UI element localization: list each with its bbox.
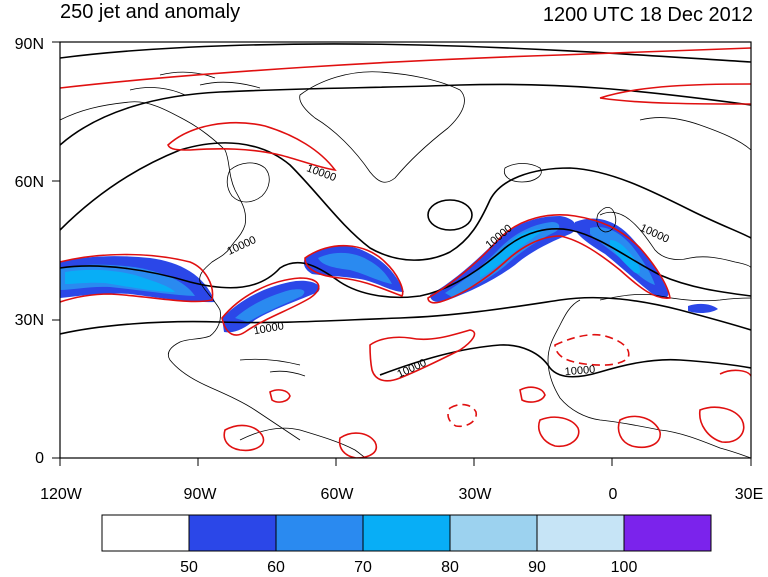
contour-label-florida: 10000	[253, 320, 285, 337]
axis-ticks	[52, 41, 752, 466]
lat-label-90n: 90N	[14, 36, 44, 53]
anomaly-contour-south-america	[338, 432, 377, 458]
anomaly-contour-canada	[167, 121, 337, 172]
coast-caribbean	[239, 358, 306, 377]
contour-label-west-africa: 10000	[564, 364, 596, 379]
lon-label-120w: 120W	[40, 486, 82, 503]
contour-label-newfoundland: 10000	[225, 234, 258, 258]
coast-greenland	[299, 71, 465, 183]
colorbar-box-90-100	[536, 514, 625, 552]
coast-iceland	[503, 163, 542, 183]
jet-inner-atlantic	[318, 252, 392, 284]
anomaly-contour-tropical-atlantic	[447, 403, 478, 428]
lat-label-30n: 30N	[14, 312, 44, 329]
lat-label-60n: 60N	[14, 174, 44, 191]
map-plot-area: 10000 10000 10000 10000 10000 10000 1000…	[60, 43, 751, 458]
coast-africa	[547, 293, 751, 458]
anomaly-contour-east-coast	[221, 277, 320, 336]
anomaly-contour-norway	[599, 83, 751, 105]
height-contour-low-center	[427, 199, 473, 231]
coast-hudson-bay	[226, 162, 270, 203]
contour-labels: 10000 10000 10000 10000 10000 10000 1000…	[225, 162, 671, 380]
anomaly-contour-subtropics	[369, 329, 476, 382]
anomaly-contour-west-africa	[554, 333, 630, 366]
coast-south-america	[239, 427, 367, 458]
height-contours	[60, 43, 751, 378]
anomaly-contours	[60, 47, 751, 458]
anomaly-contour-africa-south	[538, 406, 745, 448]
colorbar-label-80: 80	[441, 559, 459, 576]
height-contour-tropical	[379, 344, 751, 378]
anomaly-contour-arctic	[60, 47, 751, 89]
colorbar-box-below-50	[101, 514, 190, 552]
jet-shading	[60, 216, 718, 333]
height-contour-subtropical	[60, 296, 751, 335]
colorbar-box-60-70	[275, 514, 364, 552]
anomaly-contour-mid-atlantic	[427, 214, 671, 304]
coast-europe	[599, 117, 751, 269]
colorbar-label-100: 100	[610, 559, 638, 576]
colorbar-box-80-90	[449, 514, 538, 552]
jet-maxima-north-america	[65, 269, 175, 292]
anomaly-contour-atlantic-jet	[304, 244, 404, 297]
colorbar-label-70: 70	[354, 559, 372, 576]
anomaly-contour-caribbean	[223, 389, 291, 452]
lon-label-0: 0	[608, 486, 618, 503]
colorbar-box-above-100	[623, 514, 712, 552]
lon-label-60w: 60W	[320, 486, 354, 503]
anomaly-contour-us-jet	[60, 253, 214, 303]
colorbar-label-90: 90	[528, 559, 546, 576]
map-frame	[59, 41, 752, 459]
colorbar-box-50-60	[188, 514, 277, 552]
colorbar	[101, 514, 712, 552]
contour-label-canada: 10000	[305, 162, 338, 184]
height-contour-subpolar	[60, 142, 751, 261]
anomaly-contour-north-africa	[519, 369, 751, 403]
height-contour-polar	[60, 43, 751, 63]
jet-maxima-europe	[610, 240, 641, 274]
contour-label-subtropics: 10000	[396, 357, 429, 381]
colorbar-box-70-80	[362, 514, 451, 552]
jet-maxima-mid-atlantic	[480, 229, 544, 278]
jet-patch-europe-south	[688, 303, 718, 314]
coastlines	[60, 71, 751, 458]
height-contour-midlat	[60, 228, 751, 299]
coast-britain	[596, 206, 617, 233]
lon-label-90w: 90W	[183, 486, 217, 503]
lat-label-0: 0	[35, 450, 44, 467]
colorbar-label-50: 50	[180, 559, 198, 576]
plot-title: 250 jet and anomaly	[60, 1, 241, 23]
lon-label-30e: 30E	[734, 486, 764, 503]
plot-datetime: 1200 UTC 18 Dec 2012	[542, 4, 753, 26]
jet-inner-east-coast	[235, 289, 305, 322]
coast-arctic-islands	[129, 71, 261, 96]
colorbar-label-60: 60	[267, 559, 285, 576]
height-contour-arctic	[60, 83, 751, 146]
coast-north-america	[60, 101, 301, 441]
contour-label-europe: 10000	[638, 222, 671, 246]
lon-label-30w: 30W	[458, 486, 492, 503]
